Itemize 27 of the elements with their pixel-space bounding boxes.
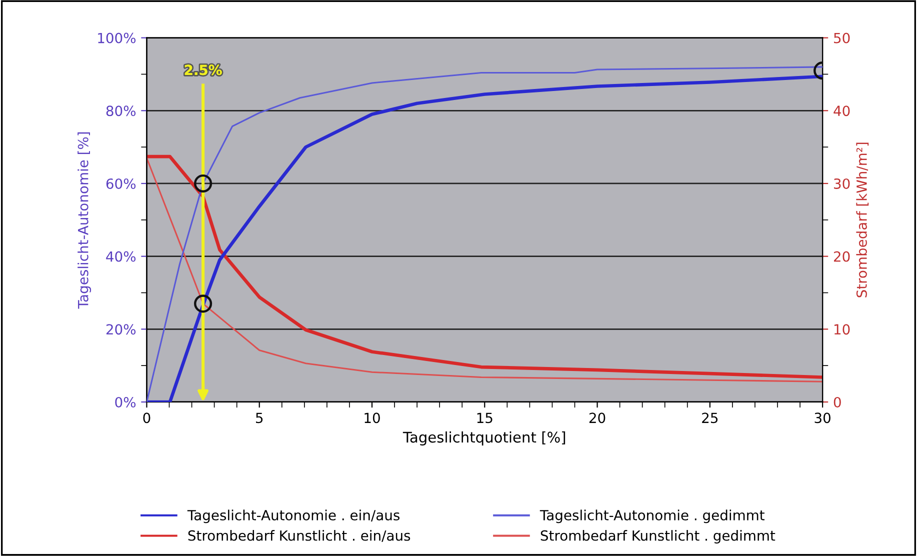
y2-tick-label: 50: [834, 32, 850, 44]
legend-label: Strombedarf Kunstlicht . gedimmt: [540, 530, 776, 544]
x-tick-label: 15: [477, 412, 492, 424]
y-tick-label: 40%: [106, 251, 136, 262]
x-tick-label: 25: [702, 412, 718, 424]
y-tick-label: 100%: [98, 32, 136, 44]
y2-tick-label: 20: [834, 251, 850, 262]
y-tick-label: 80%: [106, 106, 136, 116]
y-tick-label: 20%: [106, 324, 136, 335]
y-tick-label: 0%: [115, 396, 136, 408]
y2-tick-label: 10: [834, 324, 850, 335]
ref-line-label: 2.5%: [184, 64, 222, 76]
legend-label: Tageslicht-Autonomie . gedimmt: [540, 510, 764, 524]
x-tick-label: 10: [364, 412, 380, 424]
x-axis-title: Tageslichtquotient [%]: [402, 431, 566, 446]
y-axis-title: Tageslicht-Autonomie [%]: [78, 132, 92, 309]
x-tick-label: 20: [589, 412, 606, 424]
y2-axis-title: Strombedarf [kWh/m²]: [856, 142, 869, 298]
x-tick-label: 0: [143, 412, 150, 424]
y2-tick-label: 30: [834, 178, 850, 189]
legend-label: Tageslicht-Autonomie . ein/aus: [187, 510, 400, 524]
y2-tick-label: 40: [834, 106, 850, 116]
x-tick-label: 5: [256, 412, 263, 424]
x-tick-label: 30: [814, 412, 830, 424]
y2-tick-label: 0: [834, 396, 841, 408]
y-tick-label: 60%: [106, 178, 136, 189]
legend-label: Strombedarf Kunstlicht . ein/aus: [188, 530, 410, 542]
